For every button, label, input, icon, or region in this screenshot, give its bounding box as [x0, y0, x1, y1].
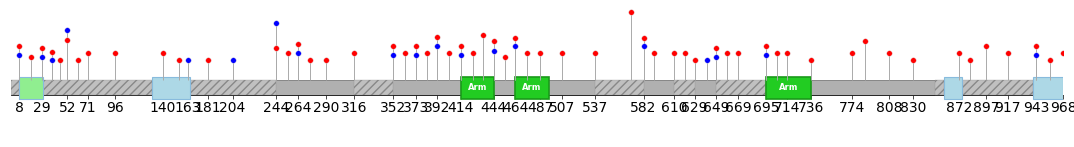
Bar: [11, 80, 19, 95]
Bar: [674, 80, 695, 95]
Bar: [11, 80, 1063, 95]
Text: Arm: Arm: [779, 83, 798, 92]
Bar: [935, 80, 944, 95]
Bar: [43, 80, 153, 95]
Bar: [962, 80, 1033, 95]
Bar: [767, 77, 811, 99]
Bar: [1063, 80, 1074, 95]
Bar: [516, 77, 549, 99]
Bar: [716, 80, 767, 95]
Bar: [153, 77, 190, 99]
Text: Arm: Arm: [522, 83, 541, 92]
Bar: [461, 77, 494, 99]
Bar: [19, 77, 43, 99]
Bar: [1033, 77, 1063, 99]
Bar: [595, 80, 643, 95]
Text: Arm: Arm: [467, 83, 487, 92]
Bar: [190, 80, 276, 95]
Bar: [354, 80, 393, 95]
Bar: [944, 77, 962, 99]
